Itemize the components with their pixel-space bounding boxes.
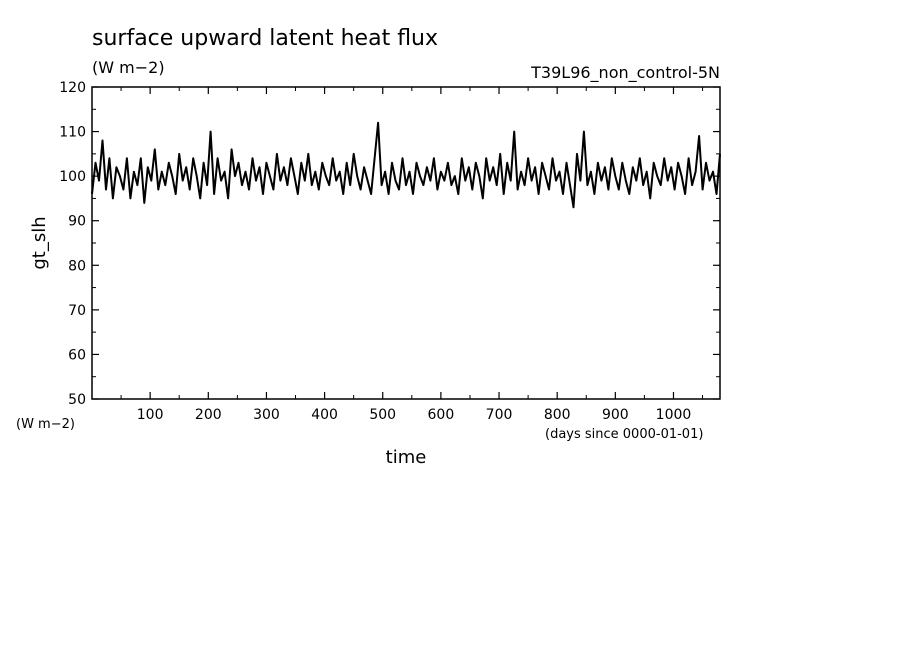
x-tick-label: 1000 — [656, 407, 692, 423]
y-tick-label: 80 — [68, 258, 86, 274]
x-tick-label: 100 — [137, 407, 164, 423]
series-line — [91, 121, 721, 209]
x-axis-units: (days since 0000-01-01) — [545, 427, 703, 442]
plot-frame — [91, 86, 721, 400]
x-axis-ticks: 100 200 300 400 500 600 700 800 900 1000 — [120, 87, 704, 423]
x-tick-label: 600 — [428, 407, 455, 423]
x-axis-label: time — [386, 447, 427, 468]
chart-units: (W m−2) — [92, 58, 165, 77]
y-tick-label: 110 — [59, 125, 86, 141]
y-tick-label: 70 — [68, 303, 86, 319]
x-tick-label: 800 — [544, 407, 571, 423]
y-tick-label: 100 — [59, 169, 86, 185]
x-tick-label: 300 — [253, 407, 280, 423]
y-tick-label: 50 — [68, 392, 86, 408]
experiment-label: T39L96_non_control-5N — [530, 63, 720, 83]
y-tick-label: 120 — [59, 80, 86, 96]
x-tick-label: 200 — [195, 407, 222, 423]
x-tick-label: 700 — [486, 407, 513, 423]
y-axis-ticks: 50 60 70 80 90 100 110 120 — [59, 80, 720, 408]
x-tick-label: 900 — [602, 407, 629, 423]
y-axis-units: (W m−2) — [16, 417, 75, 432]
x-tick-label: 500 — [369, 407, 396, 423]
chart-title: surface upward latent heat flux — [92, 26, 438, 51]
y-tick-label: 60 — [68, 347, 86, 363]
y-tick-label: 90 — [68, 214, 86, 230]
x-tick-label: 400 — [311, 407, 338, 423]
y-axis-label: gt_slh — [29, 216, 50, 269]
